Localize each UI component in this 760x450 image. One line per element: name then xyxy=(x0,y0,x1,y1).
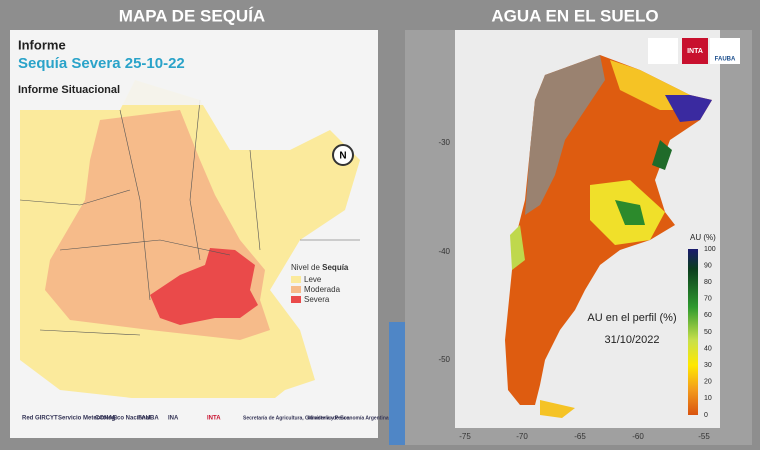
right-header: AGUA EN EL SUELO xyxy=(491,6,658,25)
y-tick-label: -50 xyxy=(438,355,450,364)
legend-swatch xyxy=(291,286,301,293)
logo-text: INA xyxy=(168,416,179,422)
y-tick-label: -40 xyxy=(438,247,450,256)
logo-text: INTA xyxy=(207,416,221,422)
x-tick-label: -75 xyxy=(459,432,471,441)
legend-swatch xyxy=(291,296,301,303)
logo-text: FAUBA xyxy=(138,416,159,422)
logo-text: INTA xyxy=(687,48,703,55)
colorbar xyxy=(688,249,698,415)
logo-text: FAUBA xyxy=(715,57,736,63)
x-tick-label: -60 xyxy=(632,432,644,441)
accent-bar xyxy=(389,322,405,445)
left-map: Informe Sequía Severa 25-10-22 Informe S… xyxy=(10,30,389,438)
left-header: MAPA DE SEQUÍA xyxy=(119,6,265,25)
logo-box xyxy=(682,38,708,64)
legend-title: Nivel de Sequía xyxy=(291,263,349,272)
logo-box xyxy=(648,38,678,64)
colorbar-tick: 50 xyxy=(704,329,712,336)
report-caption: Informe Situacional xyxy=(18,84,120,96)
colorbar-tick: 90 xyxy=(704,262,712,269)
colorbar-tick: 0 xyxy=(704,412,708,419)
annotation: AU en el perfil (%) xyxy=(587,312,676,324)
right-map: AU en el perfil (%) 31/10/2022 AU (%) 10… xyxy=(405,30,752,445)
logo-text: CONAE xyxy=(95,416,117,422)
legend-swatch xyxy=(291,276,301,283)
legend-item: Leve xyxy=(304,275,322,284)
x-tick-label: -65 xyxy=(574,432,586,441)
logo-text: Red GIRCYT xyxy=(22,416,58,422)
colorbar-tick: 100 xyxy=(704,246,716,253)
legend-title-bold: Sequía xyxy=(322,263,349,272)
y-tick-label: -30 xyxy=(438,138,450,147)
logo-text: Secretaría de Agricultura, Ganadería y P… xyxy=(243,415,350,421)
colorbar-tick: 60 xyxy=(704,312,712,319)
report-subtitle: Sequía Severa 25-10-22 xyxy=(18,55,185,72)
x-tick-label: -55 xyxy=(698,432,710,441)
colorbar-title: AU (%) xyxy=(690,233,716,242)
logo-text: Ministerio de Economía Argentina xyxy=(308,415,389,421)
colorbar-tick: 80 xyxy=(704,279,712,286)
report-title: Informe xyxy=(18,37,66,52)
legend-item: Moderada xyxy=(304,285,341,294)
compass-label: N xyxy=(339,151,346,162)
compass xyxy=(332,144,354,166)
legend-item: Severa xyxy=(304,295,330,304)
logo-box xyxy=(710,38,740,64)
colorbar-tick: 40 xyxy=(704,345,712,352)
colorbar-tick: 70 xyxy=(704,296,712,303)
logo-text: Servicio Meteorológico Nacional xyxy=(58,416,151,422)
colorbar-tick: 30 xyxy=(704,362,712,369)
colorbar-tick: 20 xyxy=(704,379,712,386)
colorbar-tick: 10 xyxy=(704,395,712,402)
x-tick-label: -70 xyxy=(516,432,528,441)
legend-title-prefix: Nivel de xyxy=(291,263,320,272)
date: 31/10/2022 xyxy=(604,334,659,346)
